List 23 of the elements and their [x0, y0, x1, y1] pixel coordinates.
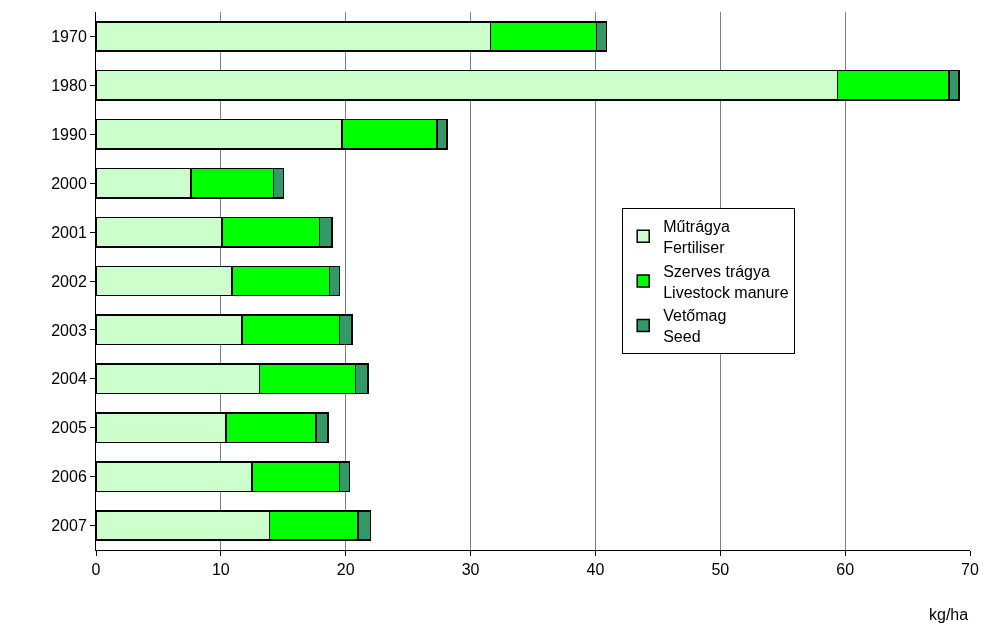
y-tick-label: 1970 [51, 28, 87, 46]
y-tick-label: 2006 [51, 468, 87, 486]
y-tick-label: 1990 [51, 125, 87, 143]
x-tick-label: 50 [711, 561, 730, 579]
x-tick-label: 60 [836, 561, 855, 579]
x-tick-label: 30 [461, 561, 480, 579]
y-tick-label: 2001 [51, 223, 87, 241]
y-tick-label: 1980 [51, 76, 87, 94]
legend-label: Műtrágya Fertiliser [663, 218, 730, 256]
x-tick-label: 0 [91, 561, 101, 579]
y-tick-label: 2000 [51, 174, 87, 192]
x-tick-label: 20 [336, 561, 355, 579]
x-axis-title: kg/ha [929, 606, 969, 623]
y-tick-label: 2003 [51, 321, 87, 339]
x-tick-label: 10 [211, 561, 230, 579]
y-tick-label: 2002 [51, 272, 87, 290]
x-tick-label: 70 [961, 561, 979, 579]
y-tick-label: 2005 [51, 419, 87, 437]
x-tick-label: 40 [586, 561, 605, 579]
y-tick-label: 2004 [51, 370, 87, 388]
legend-label: Vetőmag Seed [663, 307, 727, 346]
legend-label: Szerves trágya Livestock manure [663, 262, 789, 301]
y-tick-label: 2007 [51, 517, 87, 535]
